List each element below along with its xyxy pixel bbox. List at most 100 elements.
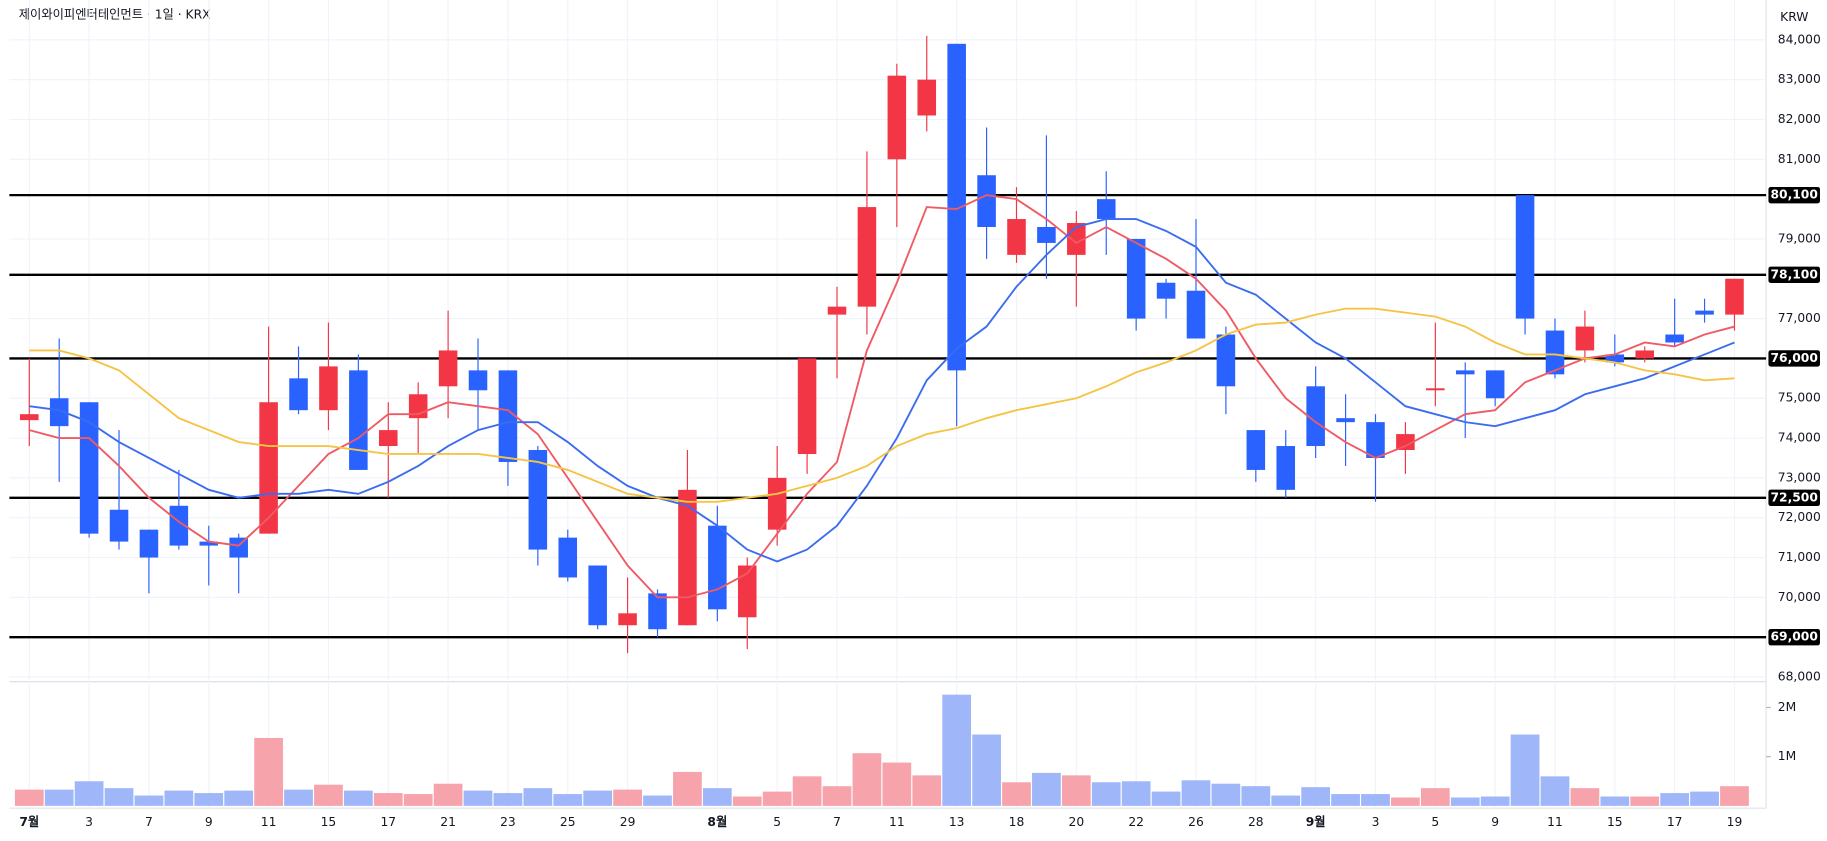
candle-body: [1665, 334, 1684, 343]
level-label: 80,100: [1771, 188, 1818, 202]
x-tick-label: 21: [440, 815, 456, 829]
candle-body: [1635, 350, 1655, 359]
volume-bar: [792, 776, 822, 806]
x-tick-label: 7: [833, 815, 841, 829]
level-badge: [1768, 350, 1820, 367]
candle-body: [468, 370, 488, 391]
candle-body: [1575, 326, 1595, 351]
level-badge: [1768, 186, 1820, 204]
level-badge: [1768, 489, 1820, 507]
candle-body: [917, 79, 937, 116]
y-tick-label: 77,000: [1778, 311, 1821, 325]
volume-bar: [942, 694, 972, 806]
candle-body: [1096, 199, 1116, 220]
volume-bar: [1660, 793, 1690, 806]
volume-bar: [583, 790, 613, 806]
x-tick-label: 28: [1248, 815, 1264, 829]
x-tick-label: 7월: [19, 814, 39, 829]
level-label: 69,000: [1771, 630, 1818, 644]
candle-body: [139, 529, 159, 558]
x-tick-label: 26: [1188, 815, 1204, 829]
volume-bar: [673, 771, 702, 806]
volume-bar: [1690, 791, 1719, 806]
candle-body: [498, 370, 518, 462]
y-tick-label: 68,000: [1778, 670, 1821, 684]
volume-bar: [463, 790, 493, 806]
volume-bar: [762, 791, 792, 806]
x-tick-label: 25: [560, 815, 576, 829]
candle-body: [1306, 386, 1325, 447]
candle-body: [1156, 282, 1176, 299]
x-tick-label: 22: [1128, 815, 1144, 829]
candle-body: [827, 306, 847, 315]
volume-bar: [373, 793, 403, 806]
volume-bar: [1720, 786, 1749, 806]
volume-bar: [284, 789, 313, 806]
volume-bar: [1450, 797, 1480, 806]
candle-body: [438, 350, 458, 387]
candle-body: [977, 175, 996, 227]
volume-bar: [553, 794, 583, 806]
volume-bar: [1002, 782, 1031, 806]
candle-body: [708, 525, 727, 610]
volume-tick-label: 2M: [1778, 700, 1796, 714]
candle-body: [229, 537, 248, 558]
x-tick-label: 15: [1607, 815, 1623, 829]
x-tick-label: 9월: [1306, 814, 1326, 829]
x-tick-label: 19: [1727, 815, 1743, 829]
candle-body: [558, 537, 578, 578]
candle-body: [618, 613, 637, 626]
level-label: 78,100: [1771, 267, 1818, 281]
y-tick-label: 72,000: [1778, 510, 1821, 524]
volume-bar: [1570, 788, 1600, 806]
candle-body: [349, 370, 368, 470]
candle-body: [1515, 195, 1535, 319]
volume-bar: [164, 790, 194, 806]
candle-body: [199, 541, 219, 546]
x-tick-label: 11: [889, 815, 905, 829]
candle-body: [528, 450, 548, 550]
volume-bar: [314, 784, 343, 806]
level-badge: [1768, 266, 1820, 283]
candle-body: [1246, 430, 1266, 470]
volume-bar: [882, 762, 912, 806]
x-tick-label: 18: [1009, 815, 1025, 829]
x-tick-label: 8월: [707, 814, 727, 829]
chart-title: 제이와이피엔터테인먼트 · 1일 · KRX: [19, 8, 211, 22]
level-label: 76,000: [1771, 351, 1818, 365]
y-tick-label: 75,000: [1778, 391, 1821, 405]
candle-body: [797, 358, 817, 454]
volume-bar: [224, 790, 254, 806]
volume-bar: [1271, 795, 1301, 806]
x-tick-label: 11: [1547, 815, 1563, 829]
x-tick-label: 15: [321, 815, 337, 829]
candle-body: [1695, 310, 1714, 315]
level-label: 72,500: [1771, 490, 1818, 504]
volume-bar: [1600, 796, 1630, 806]
x-tick-label: 9: [205, 815, 213, 829]
volume-bar: [1091, 782, 1121, 806]
candle-body: [737, 565, 757, 618]
candle-body: [1396, 434, 1415, 451]
x-tick-label: 11: [261, 815, 277, 829]
candle-body: [169, 505, 189, 546]
volume-bar: [134, 795, 164, 806]
candle-body: [378, 430, 398, 447]
volume-bar: [74, 781, 104, 806]
moving-average: [29, 307, 1735, 503]
moving-average: [29, 218, 1735, 563]
candle-body: [857, 207, 877, 307]
volume-bar: [732, 796, 762, 806]
volume-bar: [1480, 796, 1510, 806]
volume-bar: [44, 789, 74, 806]
x-tick-label: 23: [500, 815, 516, 829]
x-tick-label: 13: [949, 815, 965, 829]
candle-body: [1037, 226, 1056, 243]
candle-body: [1276, 446, 1296, 490]
candle-body: [1007, 219, 1026, 255]
candle-body: [109, 509, 129, 542]
volume-bar: [1121, 781, 1151, 806]
candle-body: [947, 43, 966, 371]
